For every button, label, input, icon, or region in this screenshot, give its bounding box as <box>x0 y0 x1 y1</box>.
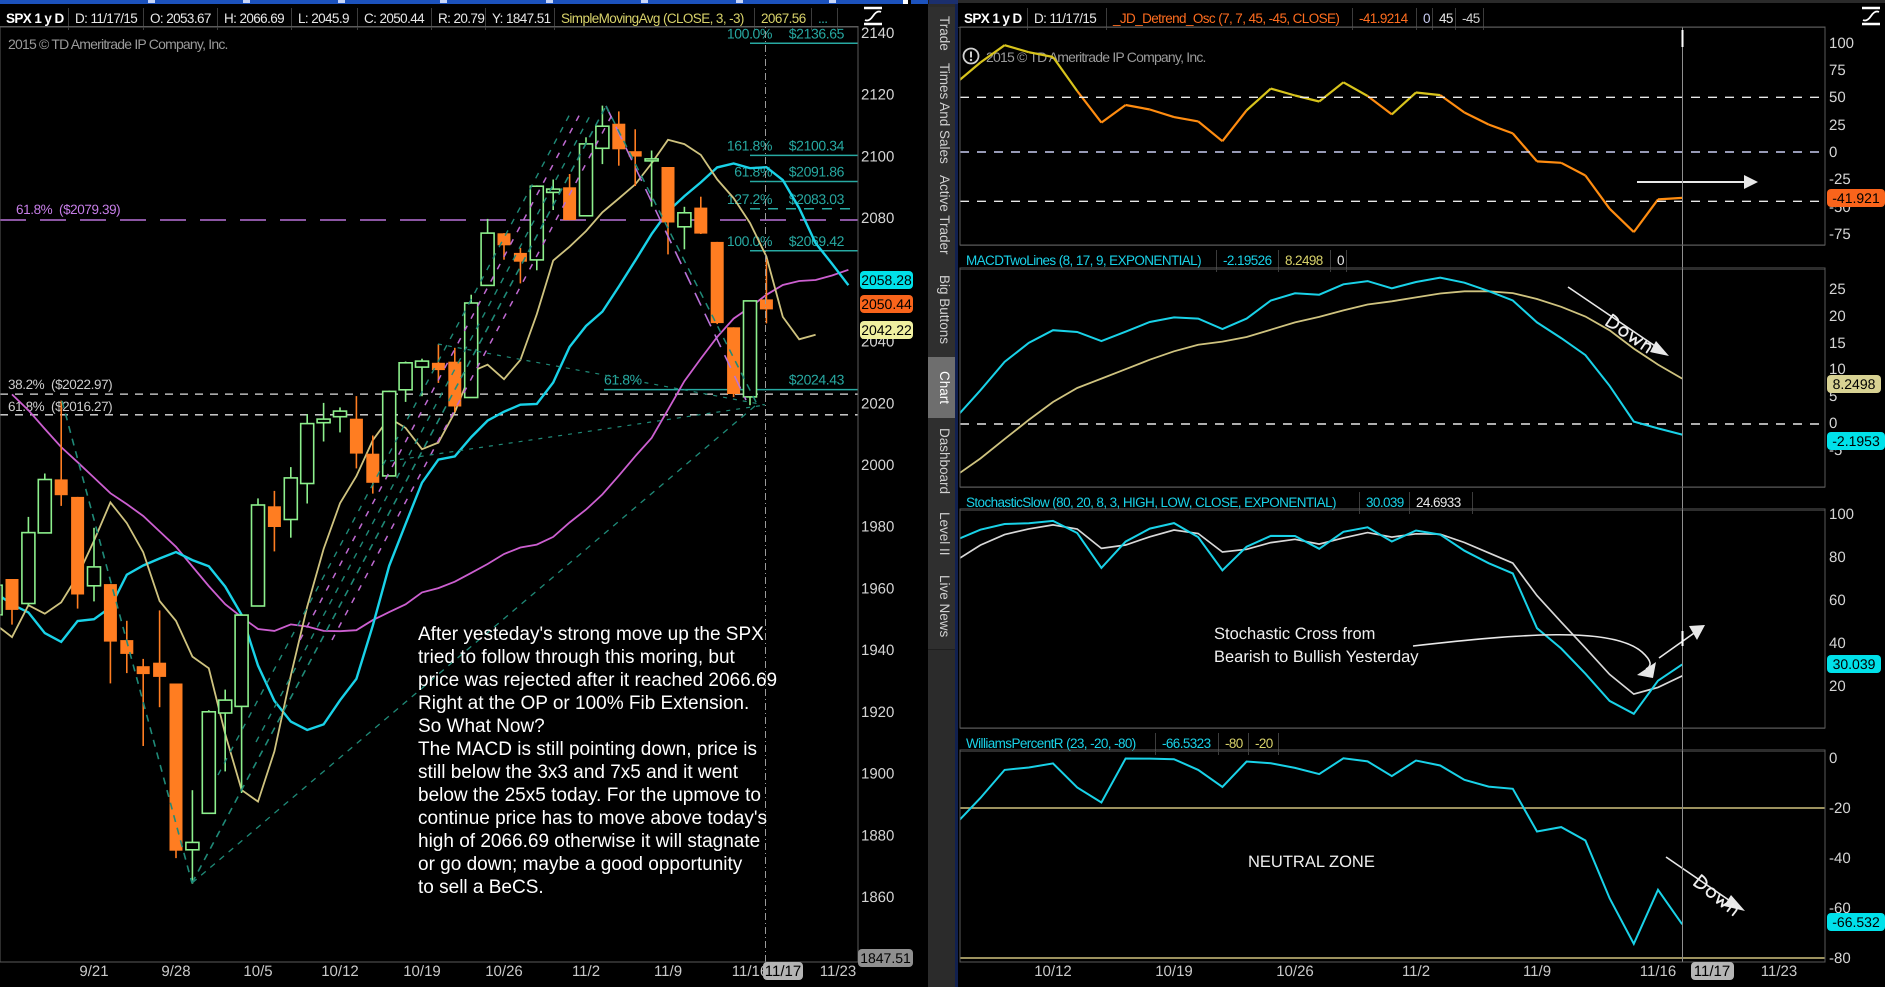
svg-text:2100: 2100 <box>861 148 894 165</box>
svg-text:20: 20 <box>1829 678 1846 695</box>
svg-text:$2136.65: $2136.65 <box>789 25 845 41</box>
svg-text:40: 40 <box>1829 635 1846 652</box>
svg-text:-41.921: -41.921 <box>1832 190 1880 206</box>
svg-text:25: 25 <box>1829 117 1846 134</box>
svg-text:100: 100 <box>1829 506 1854 523</box>
svg-text:10/19: 10/19 <box>1155 963 1193 980</box>
svg-text:61.8% ($2079.39): 61.8% ($2079.39) <box>16 202 120 217</box>
svg-text:$2069.42: $2069.42 <box>789 233 845 249</box>
svg-text:75: 75 <box>1829 62 1846 79</box>
svg-text:2020: 2020 <box>861 395 894 412</box>
svg-text:100.0%: 100.0% <box>727 25 772 41</box>
svg-text:-75: -75 <box>1829 226 1851 243</box>
svg-text:10/12: 10/12 <box>1034 963 1072 980</box>
svg-text:11/17: 11/17 <box>1694 963 1730 980</box>
svg-text:11/9: 11/9 <box>1523 963 1551 980</box>
svg-text:2058.28: 2058.28 <box>861 272 912 288</box>
svg-text:15: 15 <box>1829 335 1846 352</box>
svg-text:Bearish to Bullish Yesterday: Bearish to Bullish Yesterday <box>1214 648 1419 666</box>
svg-text:0: 0 <box>1829 415 1837 432</box>
svg-text:$2024.43: $2024.43 <box>789 372 845 388</box>
svg-text:80: 80 <box>1829 549 1846 566</box>
svg-text:11/16: 11/16 <box>732 963 768 980</box>
svg-text:1847.51: 1847.51 <box>860 950 911 966</box>
svg-text:1920: 1920 <box>861 704 894 721</box>
svg-text:11/2: 11/2 <box>1402 963 1430 980</box>
svg-text:61.8%: 61.8% <box>604 372 642 388</box>
svg-text:2120: 2120 <box>861 87 894 104</box>
svg-text:$2091.86: $2091.86 <box>789 164 845 180</box>
svg-text:9/28: 9/28 <box>161 963 190 980</box>
svg-text:2050.44: 2050.44 <box>861 296 912 312</box>
svg-text:11/23: 11/23 <box>820 963 856 980</box>
svg-text:-60: -60 <box>1829 900 1851 917</box>
svg-text:1980: 1980 <box>861 519 894 536</box>
svg-text:Stochastic Cross from: Stochastic Cross from <box>1214 625 1375 643</box>
svg-text:10/26: 10/26 <box>1276 963 1314 980</box>
svg-text:1860: 1860 <box>861 889 894 906</box>
svg-text:2042.22: 2042.22 <box>861 322 912 338</box>
svg-text:25: 25 <box>1829 281 1846 298</box>
svg-text:100: 100 <box>1829 35 1854 52</box>
svg-text:-25: -25 <box>1829 171 1851 188</box>
svg-text:161.8%: 161.8% <box>727 137 772 153</box>
svg-text:-40: -40 <box>1829 850 1851 867</box>
svg-text:10/26: 10/26 <box>485 963 523 980</box>
svg-text:2080: 2080 <box>861 210 894 227</box>
svg-text:9/21: 9/21 <box>79 963 108 980</box>
svg-text:10: 10 <box>1829 361 1846 378</box>
svg-text:1880: 1880 <box>861 827 894 844</box>
svg-text:2140: 2140 <box>861 25 894 42</box>
svg-text:-80: -80 <box>1829 950 1851 967</box>
svg-text:11/23: 11/23 <box>1761 963 1797 980</box>
svg-text:-66.532: -66.532 <box>1832 914 1880 930</box>
svg-text:1900: 1900 <box>861 766 894 783</box>
svg-text:61.8% ($2016.27): 61.8% ($2016.27) <box>8 399 112 414</box>
svg-text:30.039: 30.039 <box>1833 656 1876 672</box>
svg-text:2000: 2000 <box>861 457 894 474</box>
svg-text:38.2% ($2022.97): 38.2% ($2022.97) <box>8 377 112 392</box>
svg-text:$2100.34: $2100.34 <box>789 137 845 153</box>
svg-text:5: 5 <box>1829 388 1837 405</box>
svg-text:10/19: 10/19 <box>403 963 441 980</box>
svg-text:8.2498: 8.2498 <box>1833 376 1876 392</box>
svg-text:0: 0 <box>1829 750 1837 767</box>
svg-text:1940: 1940 <box>861 642 894 659</box>
svg-text:1960: 1960 <box>861 580 894 597</box>
svg-text:-20: -20 <box>1829 800 1851 817</box>
svg-text:11/16: 11/16 <box>1640 963 1676 980</box>
svg-text:$2083.03: $2083.03 <box>789 191 845 207</box>
svg-text:10/12: 10/12 <box>321 963 359 980</box>
svg-text:10/5: 10/5 <box>243 963 272 980</box>
svg-text:11/17: 11/17 <box>765 963 801 980</box>
svg-text:0: 0 <box>1829 144 1837 161</box>
svg-text:-2.1953: -2.1953 <box>1832 433 1880 449</box>
svg-text:NEUTRAL ZONE: NEUTRAL ZONE <box>1248 853 1375 871</box>
svg-text:11/2: 11/2 <box>572 963 600 980</box>
svg-text:11/9: 11/9 <box>654 963 682 980</box>
svg-text:20: 20 <box>1829 308 1846 325</box>
svg-text:127.2%: 127.2% <box>727 191 772 207</box>
svg-text:60: 60 <box>1829 592 1846 609</box>
svg-text:50: 50 <box>1829 89 1846 106</box>
